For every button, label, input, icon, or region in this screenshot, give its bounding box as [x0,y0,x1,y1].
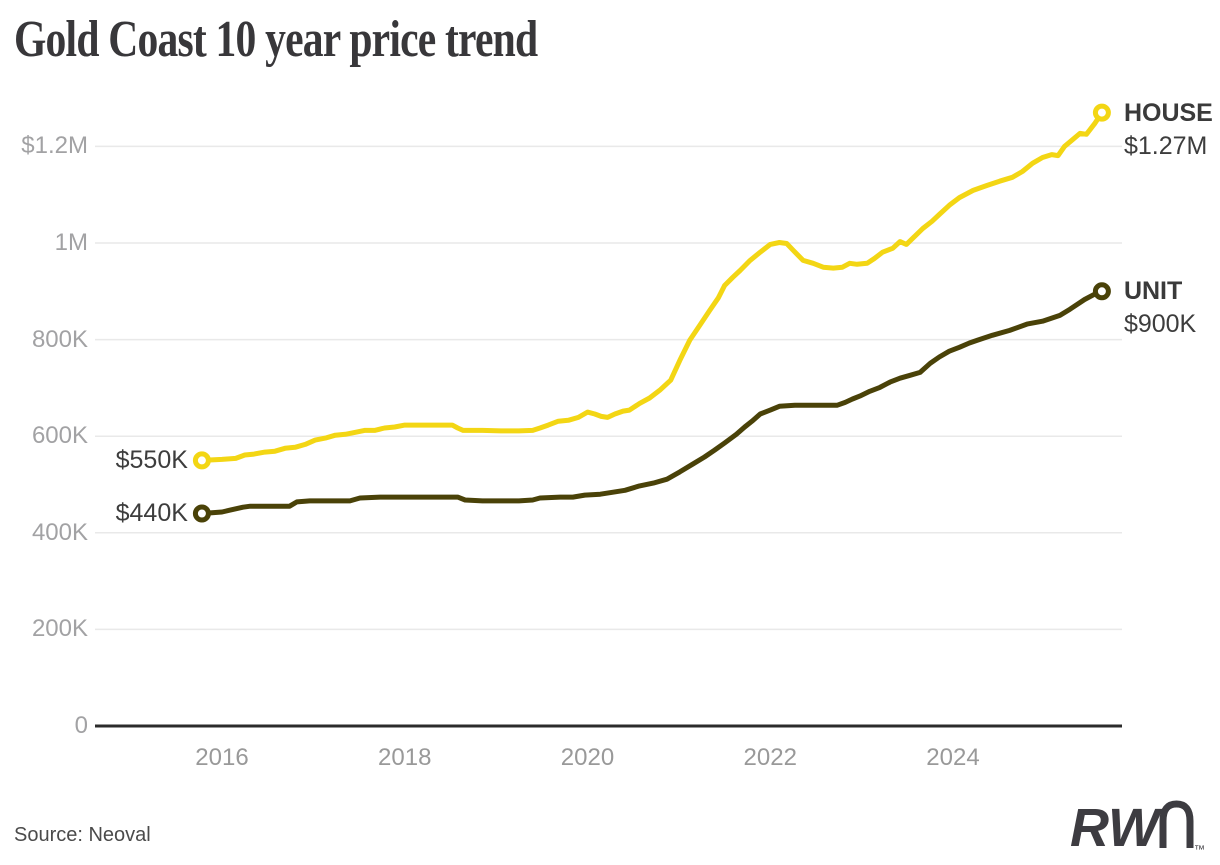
house-start-label: $550K [115,446,188,475]
unit-start-marker [192,504,211,523]
house-series-label: HOUSE [1123,98,1213,127]
y-tick-label: 600K [31,422,88,450]
logo-letter-n [1159,800,1194,848]
x-tick-label: 2020 [560,744,615,771]
unit-end-value: $900K [1123,310,1197,339]
unit-start-label: $440K [115,499,188,528]
unit-series-label: UNIT [1123,277,1183,306]
house-trend-line [199,110,1105,463]
rwn-logo: RW ™ [1070,796,1206,865]
house-start-marker [192,451,211,470]
source-attribution: Source: Neoval [14,824,151,846]
unit-end-marker [1092,282,1111,301]
logo-trademark: ™ [1194,844,1205,856]
y-tick-label: 400K [31,518,88,546]
unit-trend-line [199,288,1105,516]
rwn-logo-graphic: RW ™ [1070,798,1205,858]
y-tick-label: 200K [31,615,88,643]
y-tick-label: 0 [74,712,88,739]
x-tick-label: 2016 [195,744,249,771]
y-tick-label: 800K [31,325,88,353]
x-tick-label: 2024 [926,744,980,771]
x-tick-label: 2018 [378,744,432,771]
chart-title: Gold Coast 10 year price trend [14,11,538,68]
logo-letters-rw: RW [1070,798,1163,858]
y-tick-label: 1M [54,229,88,256]
house-end-marker [1092,103,1111,122]
y-tick-label: $1.2M [21,132,88,160]
house-end-value: $1.27M [1123,131,1208,160]
x-tick-label: 2022 [743,744,797,771]
